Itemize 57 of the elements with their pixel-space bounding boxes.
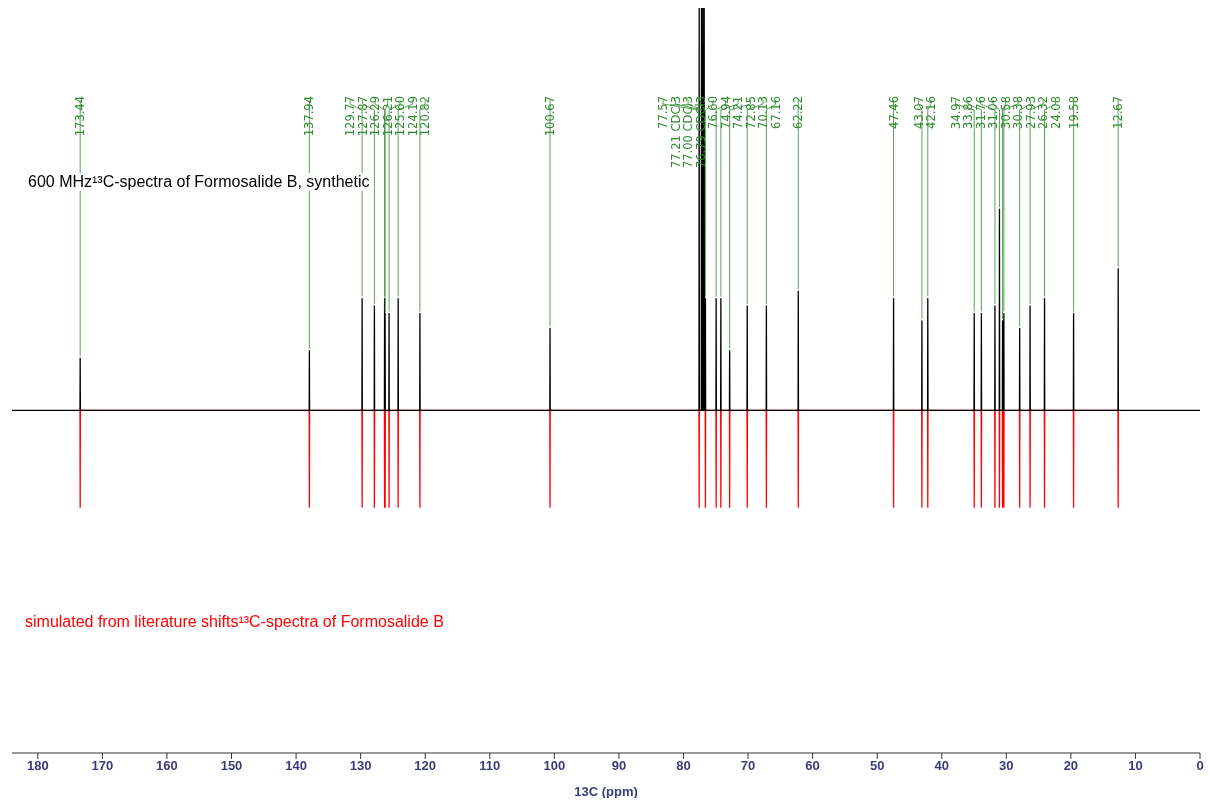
annotation: 33.86 — [961, 96, 976, 129]
x-tick-label: 160 — [156, 758, 178, 774]
text: simulated from literature shifts¹³C-spectra of Formosalide B — [25, 613, 444, 631]
annotation: 74.21 — [731, 96, 746, 129]
annotation: 76.60 — [706, 96, 721, 129]
x-tick-label: 40 — [934, 758, 949, 774]
text: 600 MHz¹³C-spectra of Formosalide B, synthetic — [28, 173, 370, 191]
annotation: 129.77 — [343, 96, 358, 137]
x-tick-label: 110 — [479, 758, 501, 774]
annotation: 67.16 — [768, 96, 783, 129]
x-axis-title: 13C (ppm) — [574, 784, 638, 799]
x-tick-label: 170 — [91, 758, 114, 774]
annotation: 26.32 — [1036, 96, 1051, 129]
annotation: 30.58 — [998, 96, 1013, 129]
annotation: 42.16 — [924, 96, 939, 129]
annotation: 77.21 CDCl3 — [668, 96, 683, 169]
annotation: 47.46 — [886, 96, 901, 129]
x-tick-label: 60 — [805, 758, 820, 774]
annotation: 12.67 — [1111, 96, 1126, 129]
annotation: 31.76 — [973, 96, 988, 129]
annotation: 100.67 — [543, 96, 558, 137]
x-tick-label: 80 — [676, 758, 691, 774]
x-tick-label: 140 — [285, 758, 307, 774]
annotation: 76.79 CDCl3 — [693, 96, 708, 169]
x-tick-label: 150 — [220, 758, 243, 774]
annotation: 70.13 — [756, 96, 771, 129]
annotation: 34.97 — [948, 96, 963, 129]
annotation: 72.85 — [743, 96, 758, 129]
annotation: 125.60 — [393, 96, 408, 137]
annotation: 124.19 — [405, 96, 420, 137]
annotation: 126.29 — [368, 96, 383, 137]
x-tick-label: 0 — [1196, 758, 1204, 774]
x-tick-label: 90 — [611, 758, 627, 774]
x-tick-label: 20 — [1063, 758, 1079, 774]
x-tick-label: 120 — [414, 758, 437, 774]
annotation: 43.07 — [911, 96, 926, 129]
annotation: 30.38 — [1011, 96, 1026, 129]
x-tick-label: 70 — [740, 758, 756, 774]
annotation: 77.57 — [656, 96, 671, 129]
x-tick-label: 100 — [543, 758, 566, 774]
x-tick-label: 30 — [999, 758, 1014, 774]
x-tick-label: 130 — [349, 758, 372, 774]
annotation: 120.82 — [418, 96, 433, 137]
annotation: 27.93 — [1023, 96, 1038, 129]
annotation: 137.94 — [302, 96, 317, 137]
annotation: 19.58 — [1066, 96, 1081, 129]
x-tick-label: 10 — [1128, 758, 1143, 774]
annotation: 62.22 — [791, 96, 806, 129]
annotation: 31.06 — [986, 96, 1001, 129]
x-tick-label: 180 — [26, 758, 49, 774]
annotation: 24.08 — [1048, 96, 1063, 129]
annotation: 74.94 — [718, 96, 733, 129]
annotation: 126.21 — [380, 96, 395, 137]
annotation: 173.44 — [73, 96, 88, 137]
annotation: 77.00 CDCl3 — [681, 96, 696, 169]
annotation: 127.87 — [355, 96, 370, 137]
x-tick-label: 50 — [869, 758, 885, 774]
